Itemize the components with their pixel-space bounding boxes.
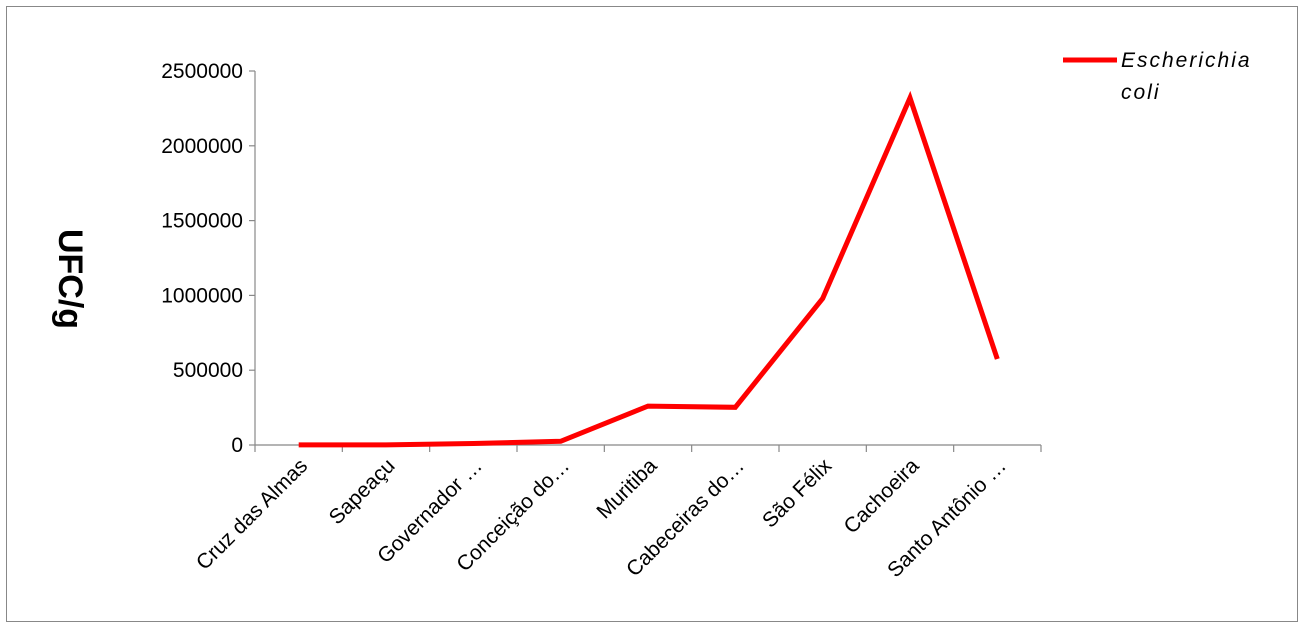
series-line-0 — [298, 90, 1000, 448]
y-tick-label: 2500000 — [161, 60, 243, 83]
y-tick-label: 1500000 — [161, 210, 243, 233]
x-category-label: Cachoeira — [840, 454, 924, 538]
legend: Escherichia coli — [1063, 49, 1252, 104]
y-axis-title: UFC/g — [51, 229, 89, 329]
series-group — [298, 90, 1000, 448]
y-axis: 0 500000 1000000 1500000 2000000 2500000 — [161, 60, 256, 457]
y-tick-label: 2000000 — [161, 135, 243, 158]
x-category-label: Cruz das Almas — [192, 454, 312, 574]
y-tick-label: 0 — [231, 434, 243, 457]
x-category-label: São Félix — [758, 454, 837, 533]
x-category-label: Muritiba — [592, 454, 661, 523]
y-tick-label: 500000 — [173, 359, 243, 382]
x-category-label: Sapeaçu — [325, 454, 400, 529]
y-tick-label: 1000000 — [161, 284, 243, 307]
line-chart: 0 500000 1000000 1500000 2000000 2500000 Cruz… — [51, 49, 1252, 582]
legend-label-line-1: Escherichia — [1121, 49, 1252, 72]
legend-label-line-2: coli — [1121, 81, 1161, 104]
chart-frame: 0 500000 1000000 1500000 2000000 2500000 Cruz… — [6, 6, 1298, 622]
